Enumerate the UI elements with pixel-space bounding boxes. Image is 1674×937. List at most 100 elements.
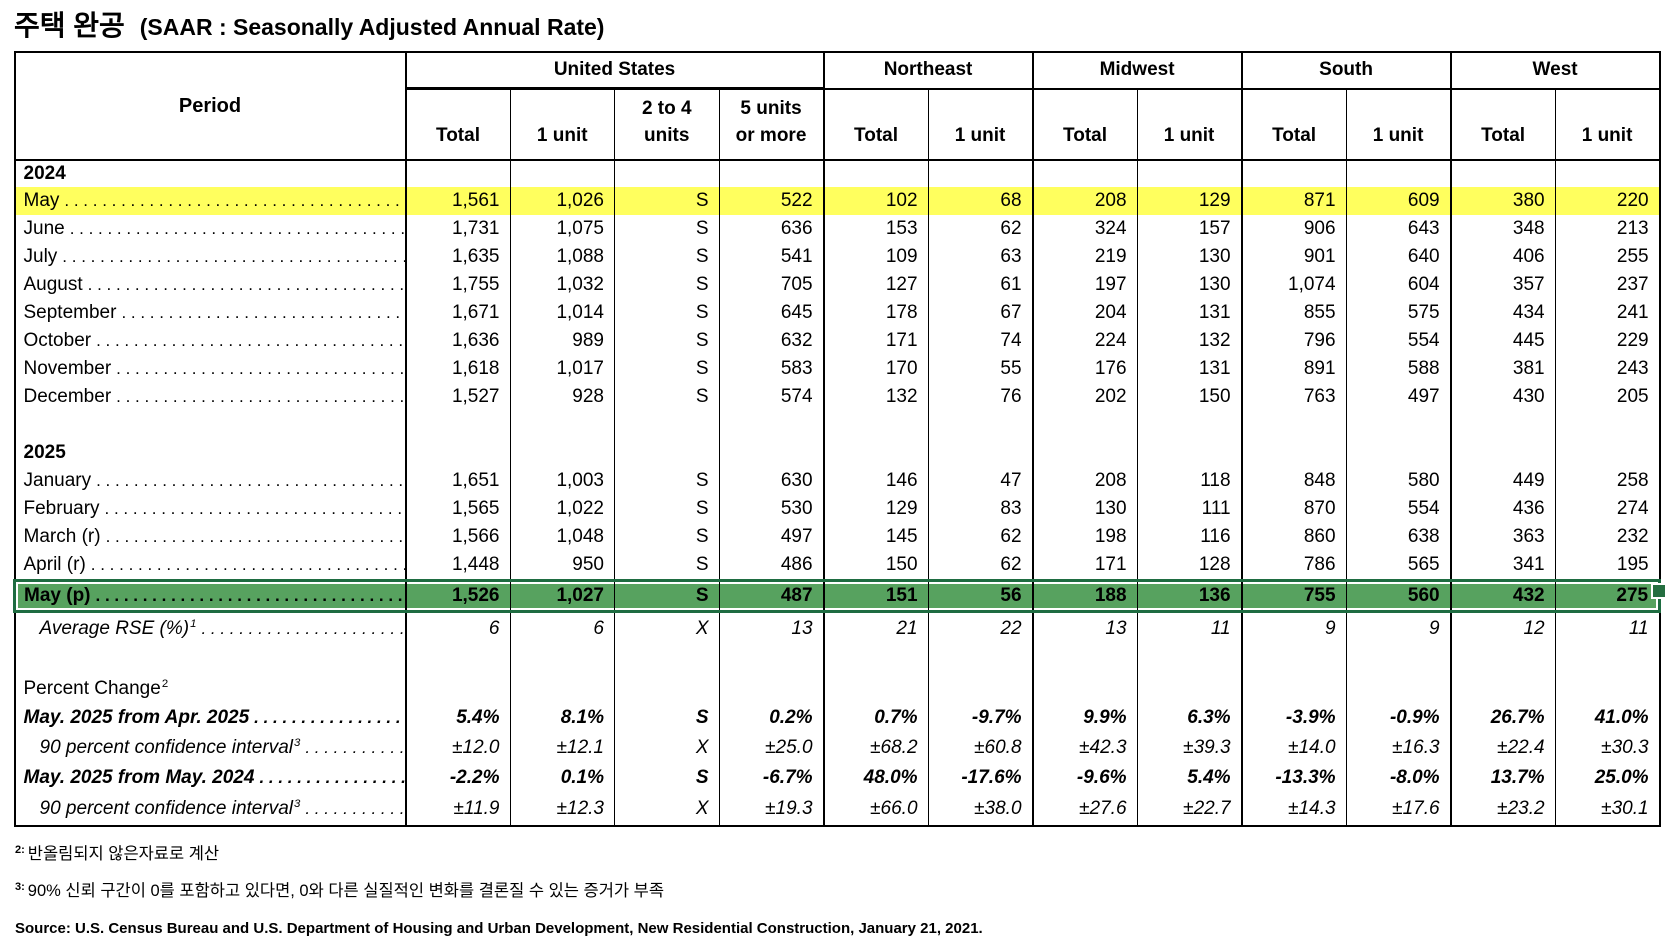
data-cell: 381 (1449, 355, 1556, 383)
data-cell: 176 (1031, 355, 1138, 383)
footnote-2-sup: 2: (15, 843, 25, 856)
data-cell: S (614, 215, 719, 243)
data-cell[interactable]: 136 (1136, 579, 1242, 613)
dot-leader (116, 386, 404, 408)
table-row-august: August 1,7551,032S705127611971301,0746043… (15, 271, 1660, 299)
table-body: 2024May1,5611,026S5221026820812987160938… (13, 160, 1662, 826)
footnote-ref: 3 (294, 737, 301, 749)
data-cell: 255 (1554, 243, 1660, 271)
data-cell: 197 (1031, 271, 1138, 299)
period-cell-march-r: March (r) (15, 523, 406, 551)
row-label: 90 percent confidence interval3 (39, 798, 301, 819)
data-cell (614, 160, 719, 187)
data-cell: S (614, 703, 719, 733)
period-cell-june: June (15, 215, 406, 243)
row-label: January (23, 470, 92, 491)
dot-leader (106, 526, 405, 548)
table-row-90-percent-confidence-interval: 90 percent confidence interval3 ±12.0±12.… (15, 733, 1660, 763)
data-cell: 901 (1240, 243, 1347, 271)
data-cell[interactable]: 560 (1345, 579, 1451, 613)
data-cell (1240, 645, 1347, 675)
table-row-april-r: April (r) 1,448950S4861506217112878656534… (15, 551, 1660, 581)
row-label: December (23, 386, 112, 407)
data-cell: 497 (1345, 383, 1451, 411)
data-cell: 130 (1031, 495, 1138, 523)
data-cell: 132 (822, 383, 929, 411)
data-cell: 55 (927, 355, 1033, 383)
period-cell-may-2025-from-may-2024: May. 2025 from May. 2024 (15, 763, 406, 793)
data-cell (927, 411, 1033, 439)
row-label: April (r) (23, 554, 86, 575)
period-cell-may-p[interactable]: May (p) (13, 579, 406, 613)
data-cell: 61 (927, 271, 1033, 299)
data-cell (1554, 160, 1660, 187)
data-cell: 11 (1554, 611, 1660, 645)
data-cell: 237 (1554, 271, 1660, 299)
data-cell: S (614, 383, 719, 411)
data-cell: 632 (718, 327, 824, 355)
data-cell[interactable]: 755 (1240, 579, 1347, 613)
data-cell: ±39.3 (1136, 733, 1242, 763)
data-cell: 950 (509, 551, 615, 581)
data-cell (1031, 675, 1138, 703)
footnote-3: 3: 90% 신뢰 구간이 0를 포함하고 있다면, 0와 다른 실질적인 변화를… (15, 877, 1674, 901)
table-row-september: September 1,6711,014S64517867204131855575… (15, 299, 1660, 327)
column-header-row: Total 1 unit 2 to 4 units 5 units or mor… (15, 88, 1660, 161)
data-cell: 11 (1136, 611, 1242, 645)
data-cell: -9.6% (1031, 763, 1138, 793)
col-header-us-1unit: 1 unit (509, 88, 615, 161)
data-cell (404, 439, 510, 467)
row-label: May. 2025 from May. 2024 (23, 767, 255, 788)
data-cell: 0.2% (718, 703, 824, 733)
data-cell: 62 (927, 523, 1033, 551)
data-cell: 341 (1449, 551, 1556, 581)
data-cell: 22 (927, 611, 1033, 645)
data-cell[interactable]: 432 (1449, 579, 1556, 613)
dot-leader (91, 554, 405, 576)
row-label: 90 percent confidence interval3 (39, 737, 301, 758)
data-cell (1031, 439, 1138, 467)
data-cell: 406 (1449, 243, 1556, 271)
data-cell (509, 675, 615, 703)
data-cell: S (614, 271, 719, 299)
footnote-ref: 1 (190, 618, 197, 630)
data-cell (1240, 160, 1347, 187)
data-cell: 1,048 (509, 523, 615, 551)
data-cell[interactable]: S (614, 579, 719, 613)
data-cell: 640 (1345, 243, 1451, 271)
data-cell: 6.3% (1136, 703, 1242, 733)
data-cell: 229 (1554, 327, 1660, 355)
data-cell (927, 675, 1033, 703)
data-cell (1136, 411, 1242, 439)
data-cell: 21 (822, 611, 929, 645)
data-cell: 9 (1240, 611, 1347, 645)
data-cell: 146 (822, 467, 929, 495)
data-cell[interactable]: 188 (1031, 579, 1138, 613)
data-cell: 575 (1345, 299, 1451, 327)
period-cell-july: July (15, 243, 406, 271)
data-cell: 580 (1345, 467, 1451, 495)
data-cell: 486 (718, 551, 824, 581)
data-cell: 25.0% (1554, 763, 1660, 793)
data-cell[interactable]: 275 (1554, 579, 1662, 613)
data-cell[interactable]: 487 (718, 579, 824, 613)
data-cell[interactable]: 151 (822, 579, 929, 613)
housing-completions-table-wrap: Period United States Northeast Midwest S… (13, 51, 1667, 827)
data-cell: 445 (1449, 327, 1556, 355)
data-cell[interactable]: 1,526 (404, 579, 510, 613)
data-cell: -9.7% (927, 703, 1033, 733)
data-cell[interactable]: 1,027 (509, 579, 615, 613)
data-cell: 13 (1031, 611, 1138, 645)
data-cell: ±30.3 (1554, 733, 1660, 763)
data-cell: X (614, 733, 719, 763)
data-cell: 860 (1240, 523, 1347, 551)
data-cell (614, 411, 719, 439)
data-cell: 171 (822, 327, 929, 355)
page-title: 주택 완공 (SAAR : Seasonally Adjusted Annual… (14, 4, 1674, 44)
data-cell: 786 (1240, 551, 1347, 581)
data-cell[interactable]: 56 (927, 579, 1033, 613)
dot-leader (121, 302, 404, 324)
selection-fill-handle[interactable] (1651, 583, 1667, 599)
data-cell: 574 (718, 383, 824, 411)
